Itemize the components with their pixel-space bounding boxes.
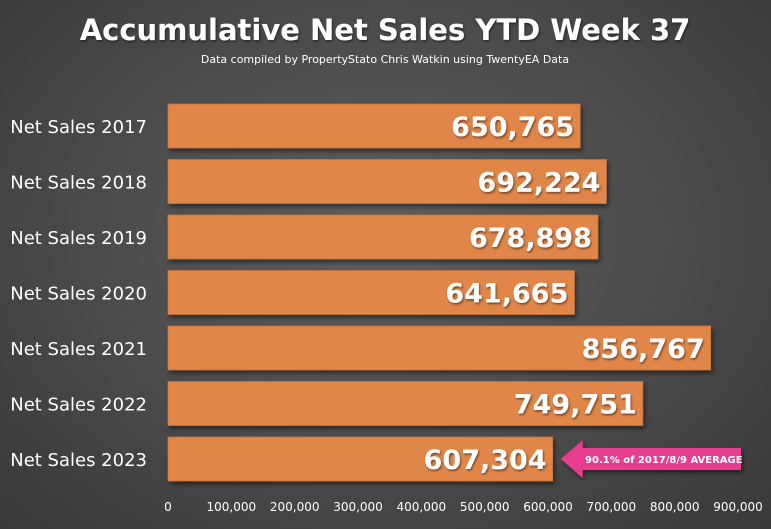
data-label-net-sales-2022: 749,751: [514, 390, 637, 421]
data-label-net-sales-2018: 692,224: [477, 168, 600, 199]
category-label-net-sales-2022: Net Sales 2022: [10, 395, 147, 416]
chart-subtitle: Data compiled by PropertyStato Chris Wat…: [201, 53, 569, 66]
data-label-net-sales-2021: 856,767: [582, 334, 705, 365]
x-tick-label: 200,000: [270, 500, 320, 514]
x-tick-label: 0: [164, 500, 172, 514]
bar-net-sales-2020: [167, 270, 575, 315]
data-label-net-sales-2019: 678,898: [469, 223, 592, 254]
data-label-net-sales-2017: 650,765: [451, 112, 574, 143]
x-tick-label: 400,000: [397, 500, 447, 514]
x-tick-label: 800,000: [650, 500, 700, 514]
data-label-net-sales-2023: 607,304: [424, 445, 547, 476]
x-tick-label: 700,000: [587, 500, 637, 514]
x-tick-label: 600,000: [523, 500, 573, 514]
callout-arrow: [560, 440, 741, 478]
category-label-net-sales-2020: Net Sales 2020: [10, 284, 147, 305]
x-tick-label: 300,000: [333, 500, 383, 514]
x-axis-ticks: 0 100,000 200,000 300,000 400,000 500,000 600,…: [164, 500, 763, 514]
category-label-net-sales-2021: Net Sales 2021: [10, 339, 147, 360]
bar-net-sales-2018: [167, 159, 607, 204]
x-tick-label: 100,000: [207, 500, 257, 514]
category-label-net-sales-2023: Net Sales 2023: [10, 450, 147, 471]
category-label-net-sales-2019: Net Sales 2019: [10, 228, 147, 249]
bar-net-sales-2019: [167, 214, 599, 260]
callout-text: 90.1% of 2017/8/9 AVERAGE: [585, 455, 743, 466]
annotation-callout: 90.1% of 2017/8/9 AVERAGE: [560, 440, 743, 478]
chart-title: Accumulative Net Sales YTD Week 37: [80, 13, 691, 47]
bars-layer: Net Sales 2017 650,765 Net Sales 2018 692,2…: [10, 103, 712, 482]
category-label-net-sales-2017: Net Sales 2017: [10, 117, 147, 138]
x-tick-label: 500,000: [460, 500, 510, 514]
x-tick-label: 900,000: [713, 500, 763, 514]
bar-net-sales-2023: [167, 436, 554, 482]
bar-net-sales-2021: [167, 325, 712, 371]
data-label-net-sales-2020: 641,665: [445, 279, 568, 310]
bar-net-sales-2017: [167, 103, 581, 149]
bar-net-sales-2022: [167, 381, 644, 426]
category-label-net-sales-2018: Net Sales 2018: [10, 173, 147, 194]
